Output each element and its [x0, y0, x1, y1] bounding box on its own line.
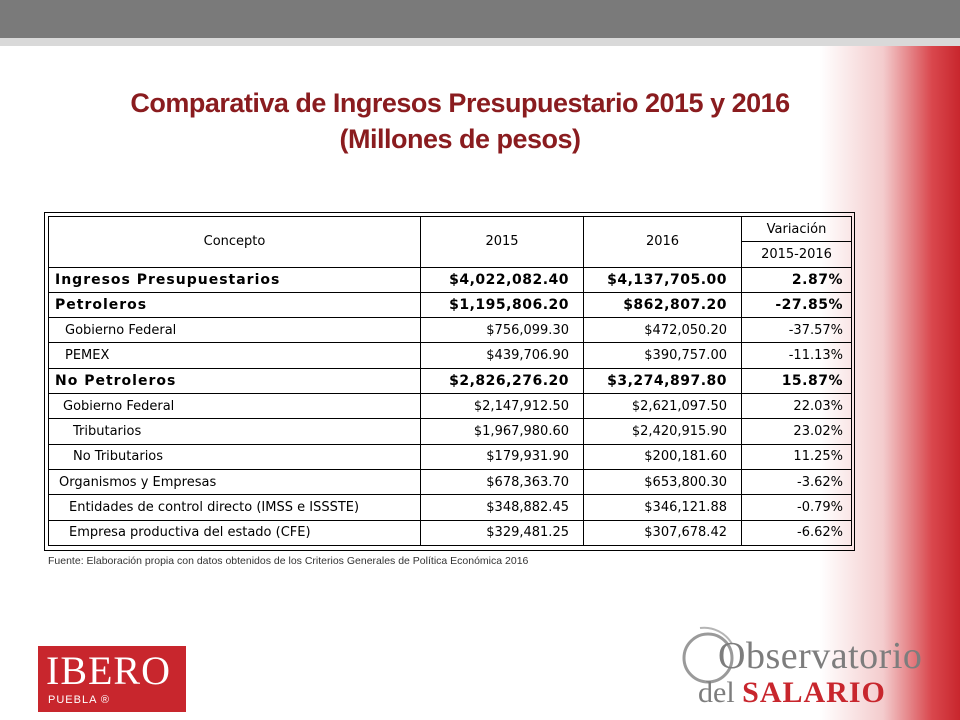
observatorio-logo-salario: SALARIO — [742, 676, 886, 709]
row-value-2015: $1,967,980.60 — [420, 418, 584, 445]
row-label: Petroleros — [48, 291, 421, 319]
row-label: PEMEX — [48, 342, 421, 369]
row-value-2016: $346,121.88 — [583, 494, 742, 521]
observatorio-circle-icon — [682, 626, 734, 684]
row-variation: 15.87% — [741, 367, 852, 395]
row-value-2015: $329,481.25 — [420, 519, 584, 546]
source-note: Fuente: Elaboración propia con datos obt… — [48, 555, 529, 567]
row-label: Gobierno Federal — [48, 317, 421, 344]
observatorio-logo-line2: del SALARIO — [698, 676, 886, 710]
table-row: Tributarios $1,967,980.60 $2,420,915.90 … — [48, 418, 852, 445]
table-row: Gobierno Federal $756,099.30 $472,050.20… — [48, 317, 852, 344]
observatorio-salario-logo: Observatorio del SALARIO — [680, 620, 930, 715]
table-row: No Petroleros $2,826,276.20 $3,274,897.8… — [48, 367, 852, 395]
row-label: Ingresos Presupuestarios — [48, 266, 421, 293]
table-row: PEMEX $439,706.90 $390,757.00 -11.13% — [48, 342, 852, 369]
row-value-2015: $4,022,082.40 — [420, 266, 584, 293]
row-value-2016: $307,678.42 — [583, 519, 742, 546]
row-variation: -0.79% — [741, 494, 852, 521]
row-label: No Tributarios — [48, 443, 421, 470]
row-variation: -3.62% — [741, 468, 852, 496]
top-bar-divider — [0, 38, 960, 46]
row-value-2015: $348,882.45 — [420, 494, 584, 521]
row-value-2015: $1,195,806.20 — [420, 291, 584, 319]
header-variacion: Variación — [741, 215, 852, 243]
header-variacion-range: 2015-2016 — [741, 241, 852, 268]
row-value-2016: $2,621,097.50 — [583, 393, 742, 420]
row-value-2015: $439,706.90 — [420, 342, 584, 369]
row-value-2015: $179,931.90 — [420, 443, 584, 470]
row-label: No Petroleros — [48, 367, 421, 395]
row-variation: 11.25% — [741, 443, 852, 470]
row-variation: -37.57% — [741, 317, 852, 344]
row-value-2016: $200,181.60 — [583, 443, 742, 470]
observatorio-logo-del: del — [698, 676, 743, 709]
table-row: No Tributarios $179,931.90 $200,181.60 1… — [48, 443, 852, 470]
slide-title-line1: Comparativa de Ingresos Presupuestario 2… — [130, 88, 790, 118]
row-variation: -6.62% — [741, 519, 852, 546]
row-label: Organismos y Empresas — [48, 468, 421, 496]
revenue-table: Concepto 2015 2016 Variación 2015-2016 I… — [48, 215, 852, 546]
header-2016: 2016 — [583, 216, 742, 268]
top-bar — [0, 0, 960, 38]
table-row: Organismos y Empresas $678,363.70 $653,8… — [48, 468, 852, 496]
row-variation: 23.02% — [741, 418, 852, 445]
table-row: Empresa productiva del estado (CFE) $329… — [48, 519, 852, 546]
row-value-2016: $2,420,915.90 — [583, 418, 742, 445]
ibero-puebla-logo: IBERO PUEBLA ® — [38, 646, 186, 712]
row-value-2016: $4,137,705.00 — [583, 266, 742, 293]
row-variation: -11.13% — [741, 342, 852, 369]
row-value-2016: $390,757.00 — [583, 342, 742, 369]
row-value-2015: $2,826,276.20 — [420, 367, 584, 395]
row-variation: 2.87% — [741, 266, 852, 293]
slide-title-line2: (Millones de pesos) — [339, 124, 581, 154]
row-label: Entidades de control directo (IMSS e ISS… — [48, 494, 421, 521]
table-row: Ingresos Presupuestarios $4,022,082.40 $… — [48, 266, 852, 293]
observatorio-logo-line1: Observatorio — [718, 635, 923, 677]
row-value-2015: $2,147,912.50 — [420, 393, 584, 420]
header-2015: 2015 — [420, 216, 584, 268]
row-value-2015: $756,099.30 — [420, 317, 584, 344]
row-value-2016: $3,274,897.80 — [583, 367, 742, 395]
table-row: Gobierno Federal $2,147,912.50 $2,621,09… — [48, 393, 852, 420]
row-label: Gobierno Federal — [48, 393, 421, 420]
row-label: Empresa productiva del estado (CFE) — [48, 519, 421, 546]
table-row: Entidades de control directo (IMSS e ISS… — [48, 494, 852, 521]
row-value-2016: $472,050.20 — [583, 317, 742, 344]
row-variation: 22.03% — [741, 393, 852, 420]
row-value-2016: $653,800.30 — [583, 468, 742, 496]
row-variation: -27.85% — [741, 291, 852, 319]
revenue-table-frame: Concepto 2015 2016 Variación 2015-2016 I… — [44, 212, 855, 551]
ibero-logo-name: IBERO — [46, 648, 171, 693]
header-concepto: Concepto — [48, 216, 421, 268]
row-value-2015: $678,363.70 — [420, 468, 584, 496]
row-value-2016: $862,807.20 — [583, 291, 742, 319]
table-row: Petroleros $1,195,806.20 $862,807.20 -27… — [48, 291, 852, 319]
slide-title: Comparativa de Ingresos Presupuestario 2… — [40, 85, 880, 157]
ibero-logo-subtitle: PUEBLA ® — [48, 694, 110, 706]
row-label: Tributarios — [48, 418, 421, 445]
